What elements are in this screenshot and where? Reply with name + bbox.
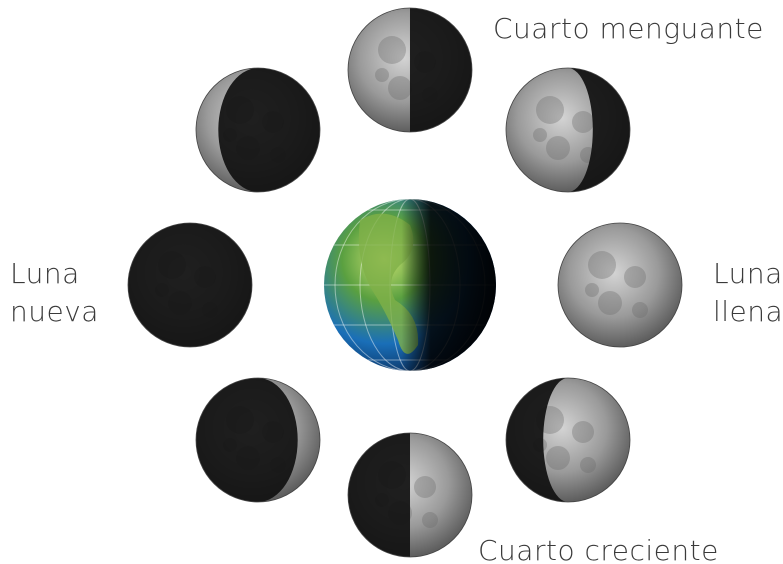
moon-shadow <box>568 67 630 192</box>
moon <box>557 222 683 348</box>
moon-crater <box>624 266 646 288</box>
moon-crater <box>378 36 406 64</box>
moon-crater <box>588 251 616 279</box>
moon <box>195 377 321 503</box>
moon-rim <box>557 222 683 348</box>
moon-crater <box>533 128 547 142</box>
moon <box>127 222 253 348</box>
moon-shadow <box>506 378 568 502</box>
moon-rim <box>195 377 321 503</box>
moon-crater <box>375 68 389 82</box>
moon <box>347 432 473 558</box>
moon-crater <box>598 291 622 315</box>
moon-crater <box>585 283 599 297</box>
moon <box>505 67 631 193</box>
moon-crater <box>572 111 594 133</box>
moon-crater <box>536 96 564 124</box>
moon <box>505 377 631 503</box>
label-luna-nueva-2: nueva <box>10 295 99 328</box>
moon-rim <box>347 432 473 558</box>
moon <box>195 67 321 193</box>
moon-crater <box>632 302 648 318</box>
moon-disc <box>558 223 682 347</box>
moon-shadow <box>409 8 472 132</box>
moon-rim <box>505 67 631 193</box>
moon-crater <box>388 76 412 100</box>
moons <box>127 7 683 558</box>
earth <box>324 199 496 371</box>
earth-shadow <box>324 199 496 371</box>
label-luna-llena-2: llena <box>713 295 783 328</box>
moon-crater <box>422 512 438 528</box>
label-cuarto-menguante: Cuarto menguante <box>493 12 764 45</box>
moon-shadow <box>196 378 298 502</box>
moon-shadow <box>218 67 320 192</box>
moon-crater <box>546 446 570 470</box>
moon-crater <box>546 136 570 160</box>
moon-rim <box>195 67 321 193</box>
moon-rim <box>505 377 631 503</box>
moon-rim <box>127 222 253 348</box>
moon-shadow <box>348 433 411 557</box>
label-cuarto-creciente: Cuarto creciente <box>478 534 719 564</box>
moon <box>347 7 473 133</box>
label-luna-llena-1: Luna <box>713 257 783 290</box>
moon-shadow <box>128 223 252 347</box>
moon-crater <box>414 476 436 498</box>
label-luna-nueva-1: Luna <box>10 257 80 290</box>
moon-crater <box>572 421 594 443</box>
moon-crater <box>580 457 596 473</box>
moon-rim <box>347 7 473 133</box>
